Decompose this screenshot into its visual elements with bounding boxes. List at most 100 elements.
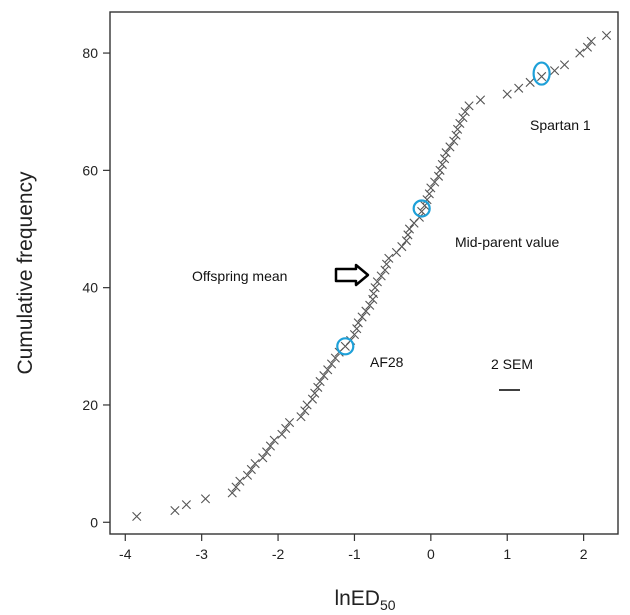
data-point xyxy=(397,242,407,252)
data-point xyxy=(451,130,461,140)
data-point xyxy=(582,42,593,52)
data-point xyxy=(370,283,380,293)
data-point xyxy=(361,306,371,316)
data-point xyxy=(242,470,253,480)
data-point xyxy=(258,453,268,463)
y-tick-label: 0 xyxy=(90,514,98,530)
data-point xyxy=(404,224,415,234)
annotation-af28: AF28 xyxy=(370,354,404,370)
data-point xyxy=(426,183,436,193)
data-point xyxy=(200,494,211,504)
data-point xyxy=(277,429,287,439)
data-point xyxy=(380,265,390,275)
x-axis-title-subscript: 50 xyxy=(380,597,396,613)
data-point xyxy=(372,277,382,287)
data-point xyxy=(170,505,180,516)
data-point xyxy=(357,312,367,322)
data-point xyxy=(550,66,560,76)
data-point xyxy=(307,394,318,404)
data-point xyxy=(262,447,272,457)
plot-frame xyxy=(109,11,619,535)
annotation-2-sem: 2 SEM xyxy=(491,356,533,372)
data-point xyxy=(449,136,459,146)
data-point xyxy=(401,236,411,246)
data-point xyxy=(460,107,470,117)
data-point xyxy=(323,365,333,375)
data-point xyxy=(437,159,447,170)
data-point xyxy=(575,48,585,58)
data-point xyxy=(514,83,524,93)
data-point xyxy=(403,230,413,240)
data-point xyxy=(269,435,279,445)
data-point xyxy=(537,71,547,82)
y-axis-title: Cumulative frequency xyxy=(14,171,37,375)
data-point xyxy=(352,324,362,334)
data-point xyxy=(464,101,474,111)
data-point xyxy=(310,388,320,398)
data-point xyxy=(353,318,363,328)
data-point xyxy=(250,459,260,469)
x-axis-title: lnED50 xyxy=(334,587,395,613)
x-tick-label: 0 xyxy=(427,546,435,562)
data-point xyxy=(422,195,432,205)
y-tick-label: 40 xyxy=(82,280,98,296)
x-tick-label: -1 xyxy=(348,546,361,562)
y-tick-label: 20 xyxy=(82,397,98,413)
data-point xyxy=(502,89,512,99)
data-point xyxy=(281,423,291,434)
data-point xyxy=(452,124,463,134)
data-point xyxy=(586,36,596,46)
highlight-circle xyxy=(532,61,551,86)
data-point xyxy=(435,165,445,175)
data-point xyxy=(559,60,570,70)
x-tick-label: -4 xyxy=(119,546,132,562)
highlight-circle xyxy=(412,199,431,218)
data-point xyxy=(227,488,237,498)
data-point xyxy=(445,142,455,152)
data-point xyxy=(300,406,310,416)
y-tick-label: 80 xyxy=(82,45,98,61)
x-tick-label: -2 xyxy=(272,546,285,562)
data-point xyxy=(455,118,465,129)
data-point xyxy=(430,177,440,187)
data-point xyxy=(440,154,450,164)
data-point xyxy=(441,148,451,158)
data-point xyxy=(458,112,468,123)
annotation-mid-parent: Mid-parent value xyxy=(455,234,559,250)
x-tick-label: 2 xyxy=(580,546,588,562)
data-point xyxy=(376,271,386,281)
data-point xyxy=(368,288,379,299)
annotation-spartan-1: Spartan 1 xyxy=(530,117,591,133)
offspring-mean-arrow xyxy=(334,263,370,287)
data-point xyxy=(132,511,142,521)
data-point xyxy=(384,253,394,263)
annotation-offspring-mean: Offspring mean xyxy=(192,268,287,284)
data-point xyxy=(475,95,486,105)
data-point xyxy=(365,300,375,310)
data-point xyxy=(265,441,276,451)
data-point xyxy=(313,382,323,392)
data-point xyxy=(296,412,306,422)
highlight-circle xyxy=(336,337,355,356)
x-tick-label: 1 xyxy=(503,546,511,562)
data-point xyxy=(381,259,392,269)
data-point xyxy=(433,171,444,181)
data-point xyxy=(315,376,325,387)
data-point xyxy=(181,500,191,510)
x-tick-label: -3 xyxy=(195,546,208,562)
data-points xyxy=(132,30,612,521)
data-point xyxy=(424,189,434,199)
x-axis-title-main: lnED xyxy=(334,587,380,610)
data-point xyxy=(319,371,329,381)
data-point xyxy=(326,359,337,369)
data-point xyxy=(231,482,241,492)
data-point xyxy=(330,353,340,363)
highlighted-circles xyxy=(336,61,551,356)
data-point xyxy=(525,77,535,87)
y-tick-label: 60 xyxy=(82,162,98,178)
data-point xyxy=(246,464,256,475)
data-point xyxy=(284,417,295,428)
data-point xyxy=(235,476,245,486)
